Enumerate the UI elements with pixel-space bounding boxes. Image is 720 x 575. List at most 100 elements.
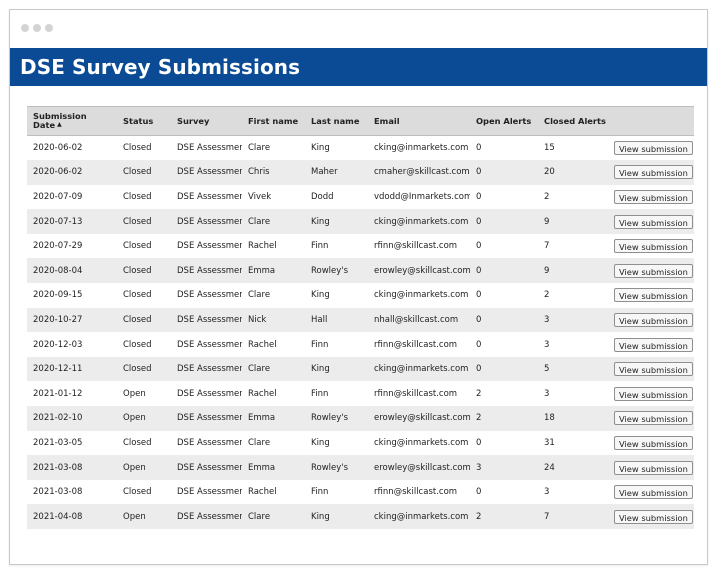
view-submission-button[interactable]: View submission — [614, 189, 693, 204]
cell-survey: DSE Assessment — [177, 290, 242, 301]
cell-action: View submission — [610, 381, 694, 406]
cell-first-name: Emma — [248, 265, 276, 276]
view-submission-button[interactable]: View submission — [614, 411, 693, 426]
column-header-email[interactable]: Email — [374, 115, 400, 126]
cell-open-alerts: 2 — [476, 511, 482, 522]
view-submission-button[interactable]: View submission — [614, 460, 693, 475]
cell-email: rfinn@skillcast.com — [374, 388, 458, 399]
cell-submission-date: 2020-07-09 — [33, 191, 83, 202]
cell-open-alerts: 0 — [476, 314, 482, 325]
cell-survey: DSE Assessment — [177, 265, 242, 276]
cell-last-name: Dodd — [311, 191, 334, 202]
table-header-row: Submission Date ▲ Status Survey First nam… — [27, 106, 694, 136]
table-row: 2021-04-08 Open DSE Assessment Clare King cki… — [27, 504, 694, 529]
cell-first-name: Nick — [248, 314, 267, 325]
view-submission-button[interactable]: View submission — [614, 386, 693, 401]
view-submission-button[interactable]: View submission — [614, 362, 693, 377]
view-submission-button[interactable]: View submission — [614, 239, 693, 254]
cell-survey: DSE Assessment — [177, 437, 242, 448]
cell-email: cking@inmarkets.com — [374, 364, 469, 375]
cell-first-name: Clare — [248, 216, 271, 227]
browser-window: DSE Survey Submissions Submission Date ▲ … — [9, 9, 708, 565]
cell-survey: DSE Assessment — [177, 487, 242, 498]
view-submission-button[interactable]: View submission — [614, 337, 693, 352]
cell-open-alerts: 0 — [476, 167, 482, 178]
window-dot-icon[interactable] — [21, 24, 29, 32]
cell-survey: DSE Assessment — [177, 191, 242, 202]
cell-first-name: Clare — [248, 143, 271, 154]
cell-status: Closed — [123, 191, 152, 202]
table-row: 2021-01-12 Open DSE Assessment Rachel Finn rf… — [27, 381, 694, 406]
column-header-open-alerts[interactable]: Open Alerts — [476, 115, 532, 126]
view-submission-button[interactable]: View submission — [614, 312, 693, 327]
cell-first-name: Chris — [248, 167, 270, 178]
cell-status: Open — [123, 462, 146, 473]
cell-email: vdodd@Inmarkets.com — [374, 191, 470, 202]
cell-submission-date: 2020-06-02 — [33, 143, 83, 154]
submissions-table: Submission Date ▲ Status Survey First nam… — [27, 106, 694, 529]
table-row: 2020-10-27 Closed DSE Assessment Nick Hall nh… — [27, 307, 694, 333]
cell-first-name: Vivek — [248, 191, 272, 202]
table-row: 2020-12-03 Closed DSE Assessment Rachel Finn… — [27, 332, 694, 357]
sort-ascending-icon[interactable]: ▲ — [57, 120, 62, 128]
cell-status: Open — [123, 388, 146, 399]
cell-status: Closed — [123, 241, 152, 252]
cell-survey: DSE Assessment — [177, 339, 242, 350]
cell-closed-alerts: 2 — [544, 290, 550, 301]
cell-status: Closed — [123, 339, 152, 350]
table-row: 2020-07-09 Closed DSE Assessment Vivek Dodd v… — [27, 185, 694, 210]
cell-closed-alerts: 7 — [544, 241, 550, 252]
cell-open-alerts: 0 — [476, 265, 482, 276]
table-row: 2020-12-11 Closed DSE Assessment Clare King c… — [27, 356, 694, 382]
cell-last-name: Finn — [311, 241, 329, 252]
cell-submission-date: 2021-02-10 — [33, 413, 83, 424]
cell-closed-alerts: 2 — [544, 191, 550, 202]
column-header-submission-date[interactable]: Submission Date ▲ — [33, 110, 87, 130]
cell-survey: DSE Assessment — [177, 462, 242, 473]
column-header-first-name[interactable]: First name — [248, 115, 299, 126]
cell-action: View submission — [610, 431, 694, 456]
cell-submission-date: 2020-07-29 — [33, 241, 83, 252]
table-row: 2021-03-08 Closed DSE Assessment Rachel Finn… — [27, 480, 694, 505]
cell-survey: DSE Assessment — [177, 413, 242, 424]
view-submission-button[interactable]: View submission — [614, 263, 693, 278]
cell-survey: DSE Assessment — [177, 167, 242, 178]
view-submission-button[interactable]: View submission — [614, 485, 693, 500]
column-header-last-name[interactable]: Last name — [311, 115, 360, 126]
cell-first-name: Rachel — [248, 339, 277, 350]
view-submission-button[interactable]: View submission — [614, 509, 693, 524]
cell-submission-date: 2021-03-05 — [33, 437, 83, 448]
view-submission-button[interactable]: View submission — [614, 214, 693, 229]
cell-last-name: Hall — [311, 314, 328, 325]
cell-first-name: Emma — [248, 413, 276, 424]
cell-closed-alerts: 7 — [544, 511, 550, 522]
cell-action: View submission — [610, 406, 694, 431]
cell-survey: DSE Assessment — [177, 364, 242, 375]
table-row: 2021-03-05 Closed DSE Assessment Clare King c… — [27, 431, 694, 456]
table-row: 2020-07-13 Closed DSE Assessment Clare King c… — [27, 209, 694, 234]
view-submission-button[interactable]: View submission — [614, 288, 693, 303]
submissions-table-container: Submission Date ▲ Status Survey First nam… — [27, 106, 694, 529]
cell-closed-alerts: 31 — [544, 437, 555, 448]
view-submission-button[interactable]: View submission — [614, 435, 693, 450]
window-dot-icon[interactable] — [45, 24, 53, 32]
cell-closed-alerts: 3 — [544, 314, 550, 325]
view-submission-button[interactable]: View submission — [614, 141, 693, 156]
cell-open-alerts: 0 — [476, 191, 482, 202]
cell-email: cmaher@skillcast.com — [374, 167, 470, 178]
cell-email: cking@inmarkets.com — [374, 143, 469, 154]
cell-closed-alerts: 3 — [544, 339, 550, 350]
cell-survey: DSE Assessment — [177, 314, 242, 325]
window-dot-icon[interactable] — [33, 24, 41, 32]
cell-first-name: Clare — [248, 437, 271, 448]
column-header-closed-alerts[interactable]: Closed Alerts — [544, 115, 606, 126]
view-submission-button[interactable]: View submission — [614, 165, 693, 180]
table-row: 2021-02-10 Open DSE Assessment Emma Rowley's… — [27, 406, 694, 431]
cell-first-name: Clare — [248, 290, 271, 301]
column-header-survey[interactable]: Survey — [177, 115, 210, 126]
cell-submission-date: 2021-03-08 — [33, 462, 83, 473]
cell-action: View submission — [610, 308, 694, 333]
cell-open-alerts: 0 — [476, 241, 482, 252]
cell-email: rfinn@skillcast.com — [374, 339, 458, 350]
column-header-status[interactable]: Status — [123, 115, 154, 126]
